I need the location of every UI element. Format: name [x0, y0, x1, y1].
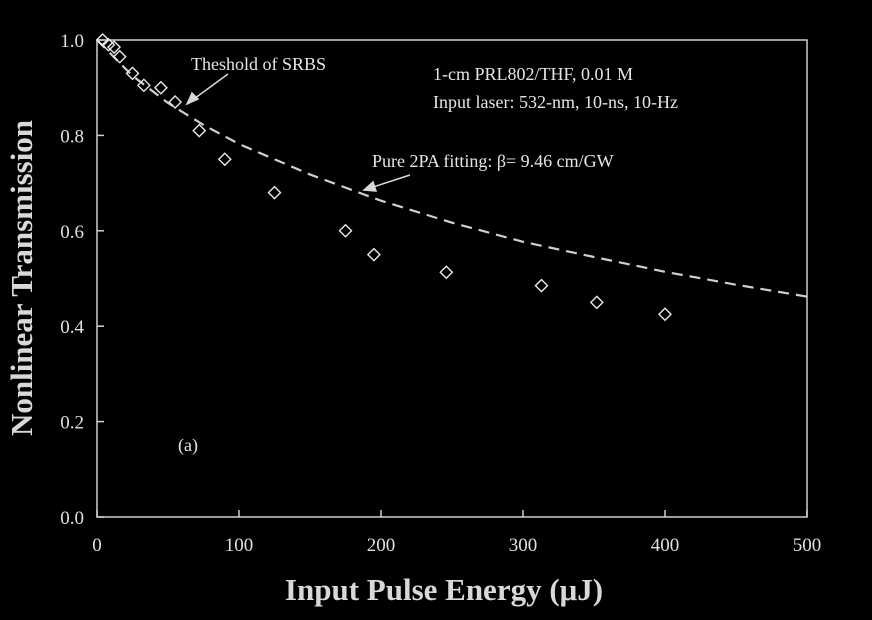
y-axis-title: Nonlinear Transmission	[4, 120, 39, 436]
x-tick-label: 100	[225, 535, 254, 556]
sample-annotation: 1-cm PRL802/THF, 0.01 M	[433, 64, 633, 84]
x-tick-label: 0	[92, 535, 102, 556]
data-point-marker	[192, 123, 207, 138]
y-tick-label: 0.0	[60, 508, 84, 529]
data-point-marker	[366, 247, 381, 262]
laser-annotation: Input laser: 532-nm, 10-ns, 10-Hz	[433, 92, 678, 112]
panel-label: (a)	[178, 435, 198, 456]
y-axis-ticks: 0.0 0.2 0.4 0.6 0.8 1.0	[60, 31, 104, 529]
y-tick-label: 0.2	[60, 413, 84, 434]
y-tick-label: 0.6	[60, 222, 84, 243]
data-point-marker	[267, 185, 282, 200]
x-tick-label: 500	[793, 535, 822, 556]
plot-frame	[96, 39, 808, 518]
x-tick-label: 200	[367, 535, 396, 556]
y-tick-label: 1.0	[60, 31, 84, 52]
data-point-marker	[534, 278, 549, 293]
data-point-marker	[589, 295, 604, 310]
x-tick-label: 400	[651, 535, 680, 556]
data-point-marker	[217, 152, 232, 167]
data-point-marker	[439, 265, 454, 280]
y-tick-label: 0.8	[60, 126, 84, 147]
data-point-marker	[153, 80, 168, 95]
threshold-annotation: Theshold of SRBS	[191, 54, 326, 74]
fit-arrow	[362, 174, 411, 192]
data-point-marker	[338, 223, 353, 238]
data-point-marker	[112, 49, 127, 64]
x-tick-label: 300	[509, 535, 538, 556]
fit-curve	[96, 39, 808, 298]
y-tick-label: 0.4	[60, 317, 84, 338]
x-axis-title: Input Pulse Energy (μJ)	[285, 572, 603, 607]
data-point-marker	[658, 307, 672, 322]
data-point-marker	[136, 78, 151, 93]
data-points	[95, 33, 672, 322]
x-axis-ticks: 0 100 200 300 400 500	[92, 510, 821, 556]
threshold-arrow	[185, 73, 229, 106]
data-point-marker	[107, 40, 122, 55]
data-point-marker	[168, 95, 183, 109]
data-point-marker	[125, 66, 140, 81]
fit-annotation: Pure 2PA fitting: β= 9.46 cm/GW	[372, 151, 614, 171]
